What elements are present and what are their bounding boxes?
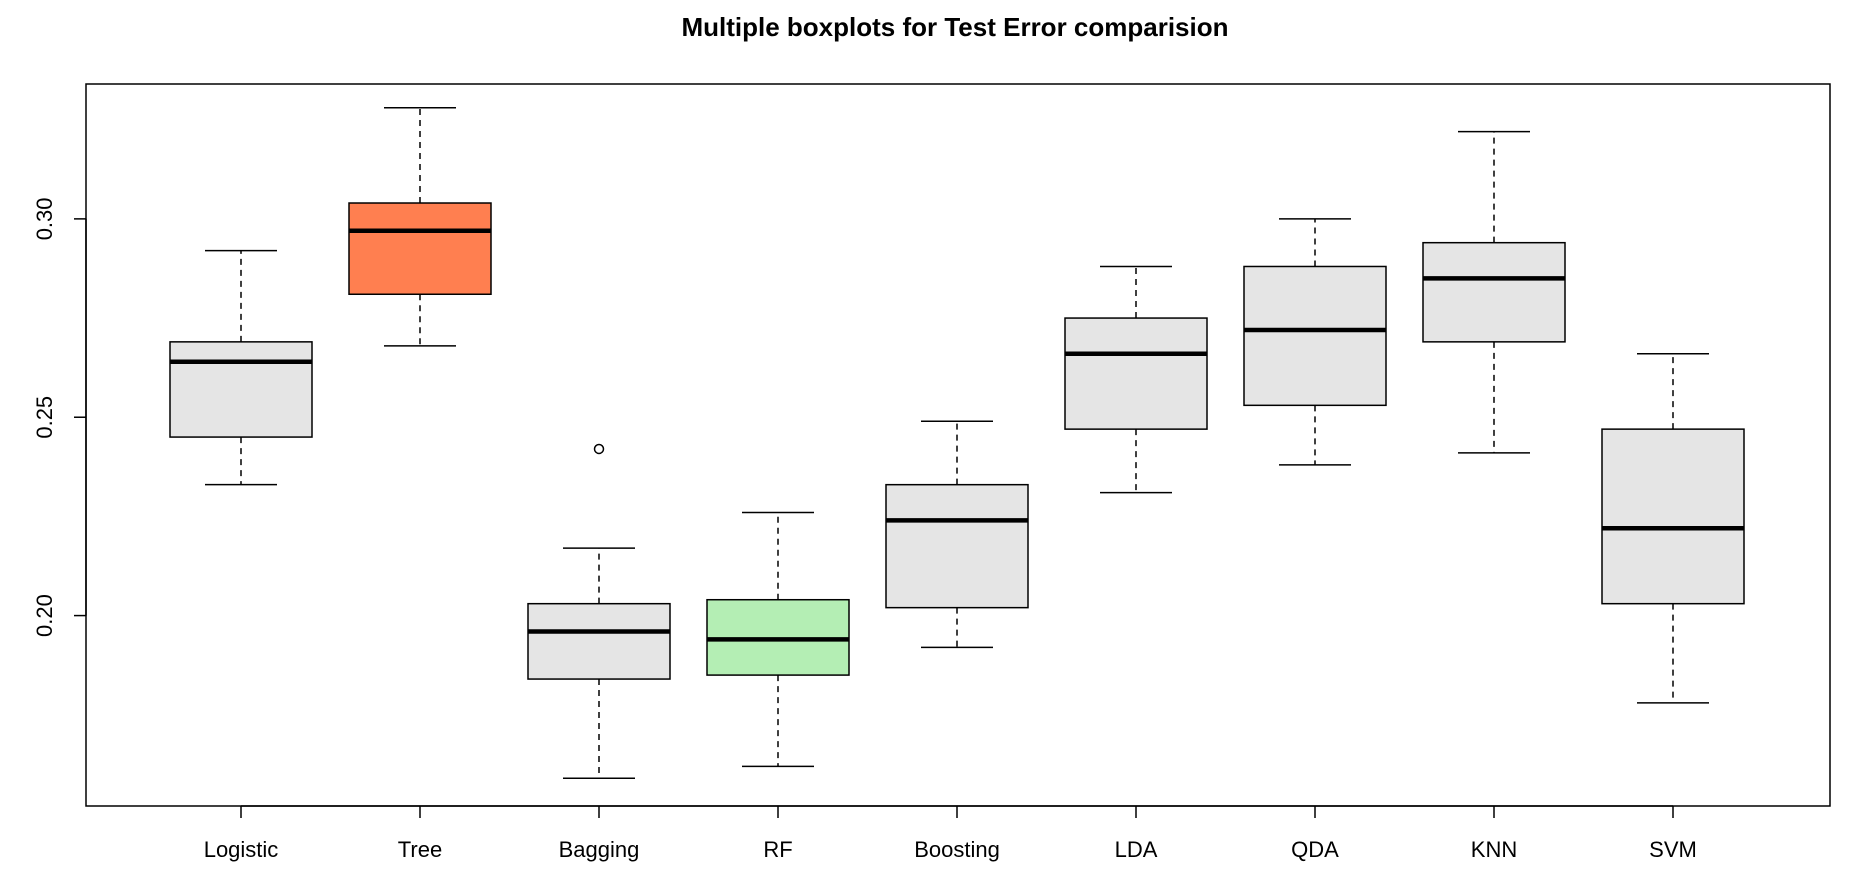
plot-frame <box>85 83 1831 807</box>
x-tick-label: Boosting <box>914 837 1000 862</box>
x-tick-label: Logistic <box>204 837 279 862</box>
box-lda <box>1064 265 1208 494</box>
outlier-point <box>593 443 605 455</box>
y-axis: 0.20 0.25 0.30 <box>32 197 87 637</box>
x-tick-label: Bagging <box>559 837 640 862</box>
box-tree <box>348 107 492 347</box>
y-tick-label: 0.25 <box>32 396 57 439</box>
x-axis: Logistic Tree Bagging RF Boosting LDA QDA KNN SV… <box>204 805 1697 862</box>
box-boosting <box>885 420 1029 649</box>
x-tick-label: KNN <box>1471 837 1517 862</box>
box-body <box>1422 241 1566 343</box>
box-body <box>1064 317 1208 430</box>
box-knn <box>1422 130 1566 454</box>
box-body <box>527 602 671 680</box>
box-body <box>1243 265 1387 407</box>
y-tick-label: 0.20 <box>32 594 57 637</box>
box-qda <box>1243 218 1387 466</box>
box-body <box>348 202 492 296</box>
x-tick-label: Tree <box>398 837 442 862</box>
box-body <box>885 483 1029 609</box>
y-tick-label: 0.30 <box>32 197 57 240</box>
x-tick-label: SVM <box>1649 837 1697 862</box>
boxes-layer <box>169 107 1745 779</box>
box-body <box>169 341 313 438</box>
x-tick-label: QDA <box>1291 837 1339 862</box>
box-logistic <box>169 249 313 486</box>
box-svm <box>1601 353 1745 704</box>
box-rf <box>706 511 850 768</box>
x-tick-label: RF <box>763 837 792 862</box>
chart-title: Multiple boxplots for Test Error compari… <box>681 12 1228 42</box>
box-bagging <box>527 443 671 779</box>
box-body <box>1601 428 1745 605</box>
x-tick-label: LDA <box>1115 837 1158 862</box>
